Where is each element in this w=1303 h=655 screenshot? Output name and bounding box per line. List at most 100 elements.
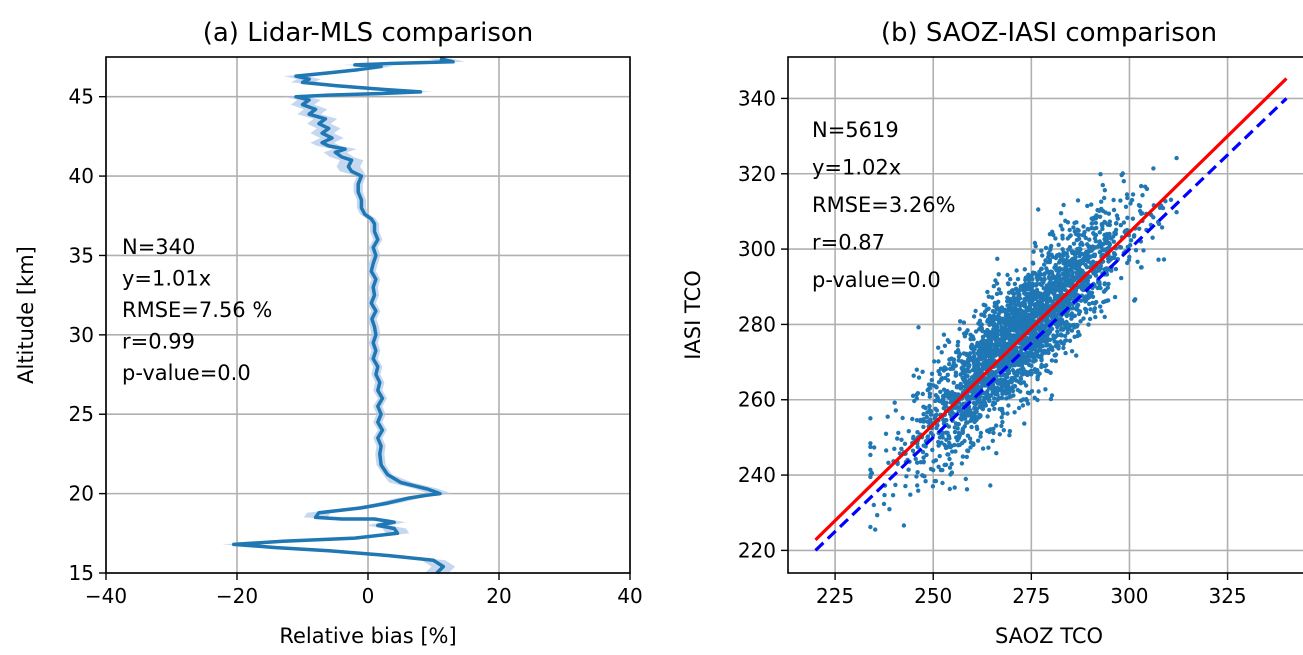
scatter-point (999, 395, 1005, 401)
annotation-line: r=0.99 (122, 330, 195, 354)
panel-b-y-ticks: 220 240 260 280 300 320 340 (738, 86, 788, 562)
scatter-point (1097, 230, 1103, 235)
scatter-point (1062, 287, 1067, 292)
scatter-point (941, 387, 947, 392)
y-tick-label: 30 (69, 323, 94, 347)
scatter-point (982, 382, 987, 388)
scatter-point (1066, 302, 1072, 307)
scatter-point (993, 372, 998, 377)
scatter-point (1007, 390, 1012, 396)
scatter-point (985, 392, 990, 397)
scatter-point (1103, 234, 1109, 240)
scatter-point (962, 371, 967, 376)
scatter-point (920, 391, 925, 397)
scatter-point (914, 418, 920, 423)
scatter-point (1074, 259, 1079, 265)
scatter-point (899, 437, 904, 442)
scatter-point (1091, 231, 1096, 236)
scatter-point (1074, 237, 1080, 243)
scatter-point (922, 474, 927, 479)
scatter-point (998, 290, 1003, 296)
scatter-point (1044, 266, 1049, 271)
scatter-point (988, 344, 993, 350)
scatter-point (921, 455, 926, 460)
scatter-point (1058, 322, 1063, 327)
annotation-line: p-value=0.0 (812, 268, 941, 292)
scatter-point (1098, 304, 1103, 309)
scatter-point (868, 416, 873, 421)
scatter-point (1086, 244, 1091, 249)
scatter-point (964, 454, 969, 460)
panel-a-lidar-mls: (a) Lidar-MLS comparison −40 −20 0 20 40 15 2… (14, 18, 643, 648)
scatter-point (1150, 235, 1155, 240)
scatter-point (1063, 276, 1068, 281)
scatter-point (1008, 303, 1013, 308)
scatter-point (923, 479, 928, 484)
scatter-point (893, 408, 898, 413)
scatter-point (1133, 248, 1139, 253)
scatter-point (996, 321, 1001, 326)
scatter-point (1067, 227, 1072, 233)
scatter-point (1032, 352, 1037, 357)
scatter-point (938, 389, 943, 394)
scatter-point (1111, 234, 1116, 239)
x-tick-label: 20 (486, 584, 511, 608)
scatter-point (994, 307, 999, 312)
scatter-point (1111, 197, 1116, 203)
scatter-point (868, 467, 873, 472)
scatter-point (1044, 288, 1049, 293)
scatter-point (881, 501, 887, 507)
scatter-point (1105, 222, 1111, 227)
scatter-point (975, 369, 980, 375)
annotation-line: y=1.02x (812, 156, 901, 180)
scatter-point (941, 332, 947, 337)
scatter-point (1069, 312, 1074, 317)
scatter-point (974, 365, 979, 371)
scatter-point (1043, 387, 1048, 392)
scatter-point (1018, 310, 1024, 316)
scatter-point (998, 377, 1004, 383)
scatter-point (940, 400, 945, 405)
scatter-point (1115, 216, 1121, 221)
scatter-point (1051, 291, 1057, 296)
scatter-point (976, 400, 981, 405)
scatter-point (942, 462, 947, 468)
scatter-point (1131, 234, 1137, 239)
uncertainty-band (221, 58, 465, 574)
scatter-point (1089, 202, 1094, 207)
scatter-point (1067, 283, 1073, 288)
scatter-point (1087, 301, 1092, 307)
scatter-point (908, 492, 913, 497)
scatter-point (1063, 350, 1068, 356)
scatter-point (1046, 327, 1051, 333)
scatter-point (1151, 166, 1156, 171)
scatter-point (1031, 249, 1036, 254)
scatter-point (965, 369, 971, 374)
y-tick-label: 260 (738, 388, 776, 412)
scatter-point (929, 377, 934, 383)
scatter-point (1036, 273, 1042, 278)
scatter-point (933, 478, 939, 484)
scatter-point (1102, 195, 1107, 201)
scatter-point (915, 483, 920, 488)
scatter-point (868, 474, 873, 480)
scatter-point (1061, 202, 1066, 208)
scatter-point (1074, 304, 1080, 310)
scatter-point (1069, 349, 1075, 354)
annotation-line: r=0.87 (812, 231, 885, 255)
scatter-point (1043, 294, 1048, 299)
scatter-point (1084, 265, 1090, 270)
scatter-point (910, 416, 915, 422)
scatter-point (946, 452, 951, 457)
scatter-point (986, 319, 992, 324)
scatter-point (1049, 393, 1055, 398)
x-tick-label: 0 (362, 584, 375, 608)
scatter-point (980, 345, 985, 350)
scatter-point (1103, 266, 1109, 271)
scatter-point (1022, 267, 1027, 272)
y-tick-label: 35 (69, 243, 94, 267)
scatter-point (895, 436, 900, 441)
scatter-point (883, 431, 889, 436)
scatter-point (972, 405, 977, 410)
